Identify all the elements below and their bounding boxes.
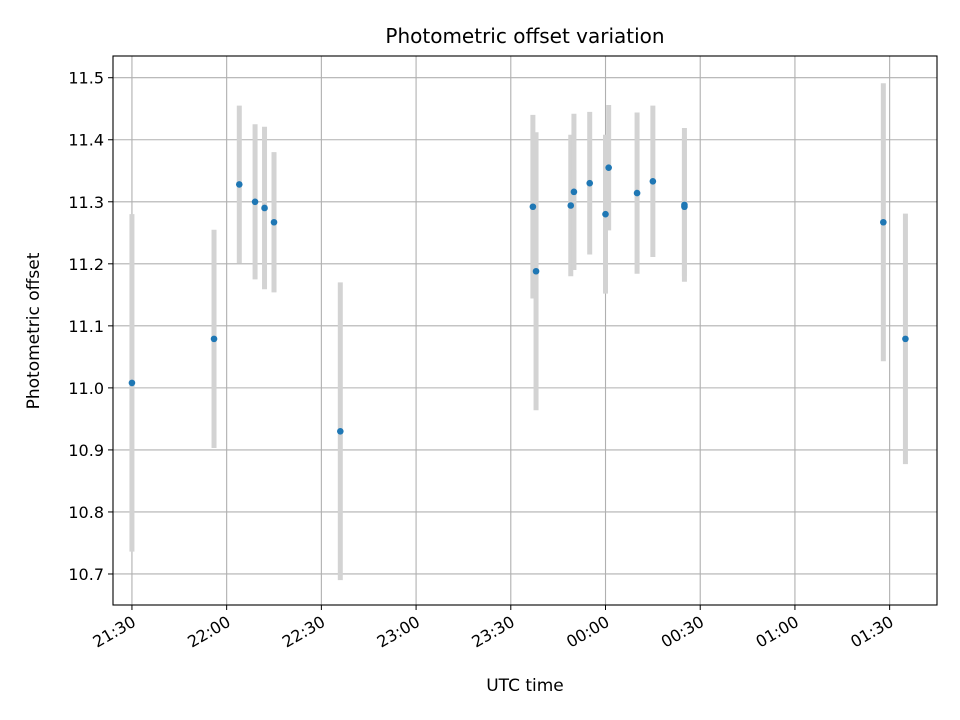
data-point bbox=[567, 202, 575, 209]
y-tick-label: 11.0 bbox=[68, 379, 104, 398]
data-point bbox=[602, 210, 609, 218]
y-tick-label: 11.2 bbox=[68, 255, 104, 274]
data-point bbox=[532, 267, 540, 275]
data-point bbox=[210, 335, 218, 343]
data-point bbox=[633, 189, 641, 197]
data-point bbox=[570, 188, 578, 196]
y-tick-label: 11.4 bbox=[68, 131, 104, 150]
y-tick-label: 10.8 bbox=[68, 503, 104, 522]
plot-frame bbox=[112, 55, 938, 606]
data-point bbox=[681, 201, 688, 209]
data-point bbox=[605, 164, 612, 171]
y-tick-label: 11.1 bbox=[68, 317, 104, 336]
y-tick-label: 10.9 bbox=[68, 441, 104, 460]
data-point bbox=[649, 178, 657, 185]
data-point bbox=[270, 218, 278, 226]
y-tick-label: 11.3 bbox=[68, 193, 104, 212]
x-axis-label: UTC time bbox=[486, 676, 564, 696]
y-axis-ticks: 10.7 10.8 10.9 11.0 11.1 11.2 11.3 11.4 11.5 bbox=[68, 69, 113, 584]
data-point bbox=[128, 379, 136, 387]
data-point bbox=[586, 179, 594, 187]
y-axis-label: Photometric offset bbox=[24, 252, 44, 409]
data-point bbox=[880, 218, 887, 226]
data-point bbox=[902, 335, 909, 343]
y-tick-label: 11.5 bbox=[68, 69, 104, 88]
data-point bbox=[529, 203, 537, 211]
data-point bbox=[337, 428, 344, 435]
data-point bbox=[251, 198, 259, 206]
data-point bbox=[261, 204, 268, 212]
y-tick-label: 10.7 bbox=[68, 565, 104, 584]
chart-title: Photometric offset variation bbox=[385, 24, 664, 48]
data-point bbox=[235, 181, 243, 188]
data-points bbox=[128, 164, 909, 435]
